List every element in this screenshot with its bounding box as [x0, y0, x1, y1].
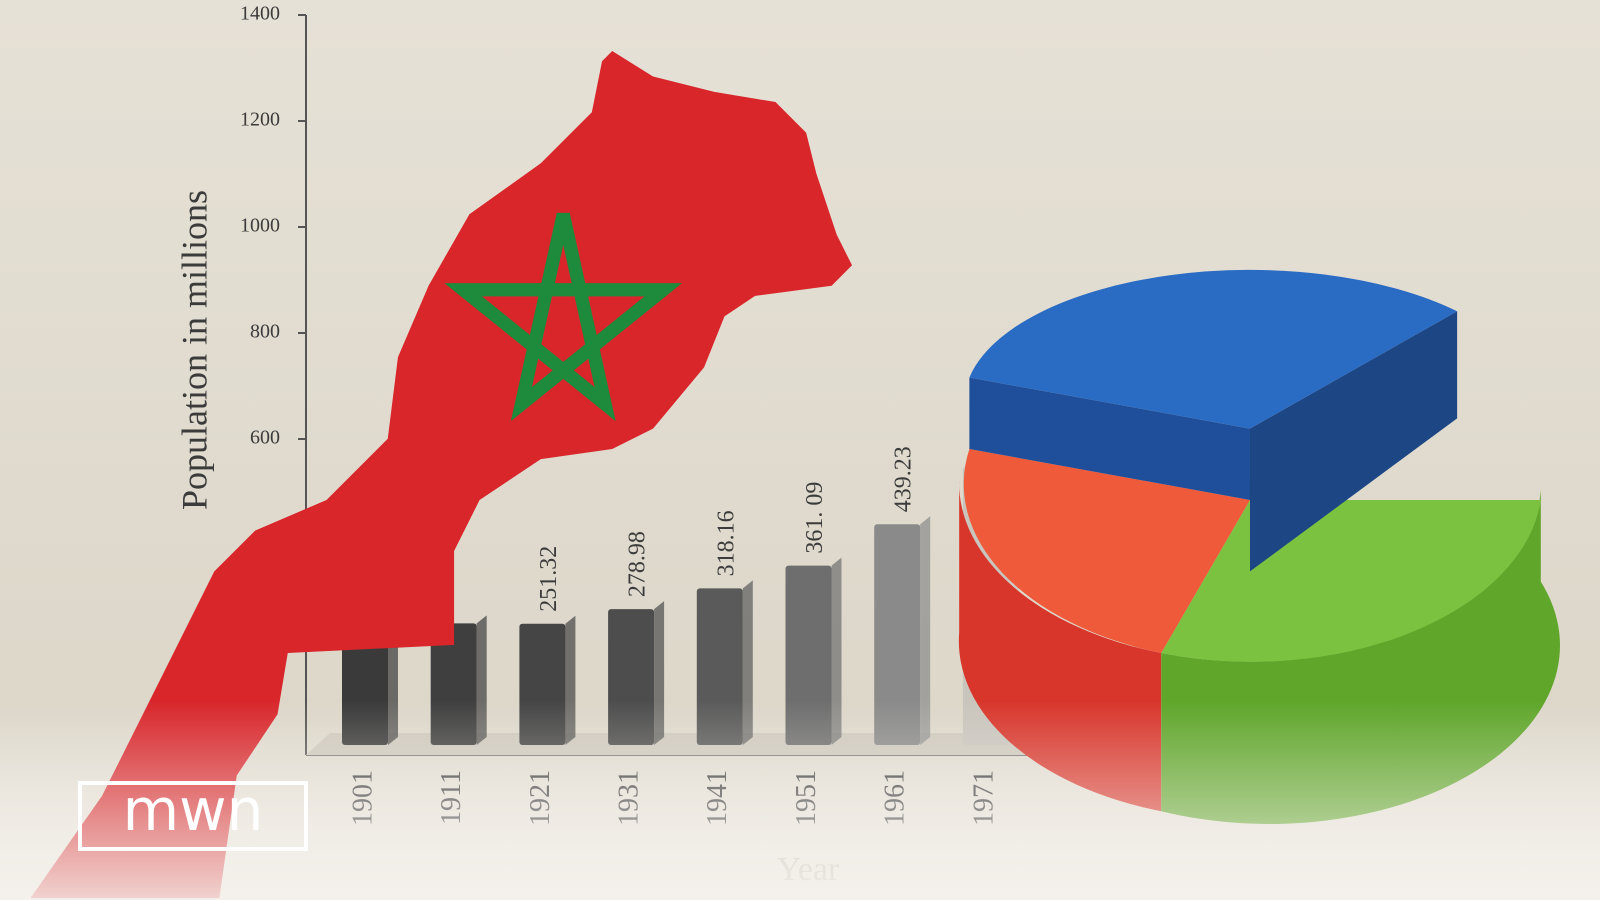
y-tick-label: 800 [250, 321, 280, 343]
map-shape [30, 51, 853, 898]
pie-blue-side [1249, 311, 1458, 572]
morocco-map [30, 51, 853, 898]
value-label: 318.16 [713, 510, 739, 576]
bar [874, 524, 921, 745]
y-tick-label: 1000 [240, 215, 280, 237]
bottom-fade [0, 700, 1600, 900]
pie-blue-top [969, 269, 1458, 429]
bar-side [831, 557, 842, 745]
pie-blue-front [969, 377, 1250, 500]
y-tick-label: 1200 [240, 109, 280, 131]
logo: mwn [78, 776, 308, 851]
value-label: 278.98 [625, 531, 651, 597]
value-label: 251.32 [536, 546, 562, 612]
logo-frame [78, 781, 308, 851]
y-tick-label: 600 [250, 427, 280, 449]
y-axis-title: Population in millions [174, 190, 214, 510]
value-label: 439.23 [891, 446, 917, 512]
y-tick-label: 1400 [240, 3, 280, 25]
pentagram [444, 212, 683, 422]
pie-red-top [963, 448, 1250, 654]
value-label: 361. 09 [802, 482, 828, 554]
logo-text: mwn [123, 776, 264, 844]
bar-side [920, 516, 931, 745]
